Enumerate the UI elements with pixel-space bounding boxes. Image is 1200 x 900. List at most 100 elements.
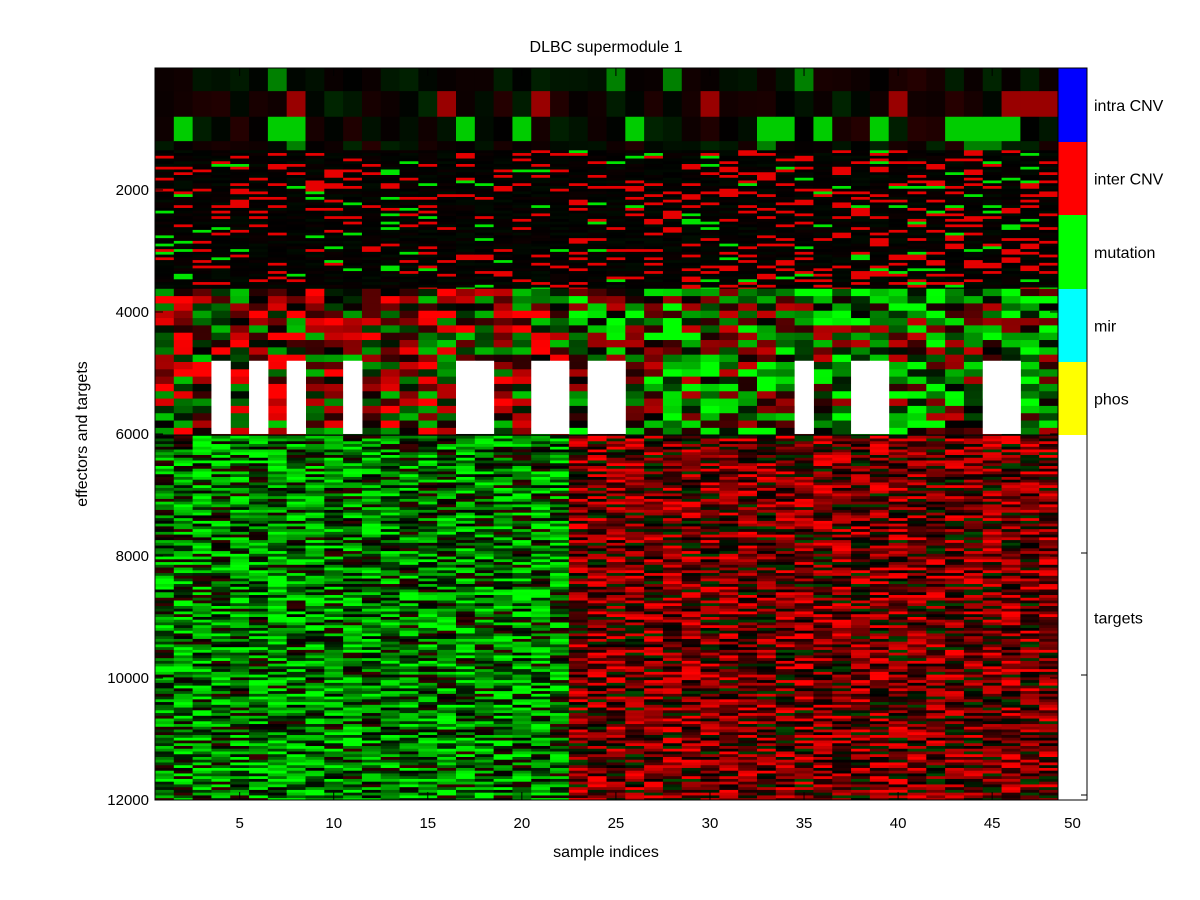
heatmap-cell	[249, 227, 269, 231]
heatmap-cell	[738, 271, 758, 275]
heatmap-cell	[851, 172, 871, 176]
heatmap-cell	[343, 479, 363, 483]
heatmap-cell	[926, 238, 946, 242]
heatmap-cell	[456, 279, 476, 283]
heatmap-cell	[230, 444, 250, 448]
heatmap-cell	[926, 243, 946, 247]
heatmap-cell	[399, 310, 419, 319]
heatmap-cell	[832, 376, 852, 385]
heatmap-cell	[625, 180, 645, 184]
heatmap-cell	[305, 509, 325, 513]
heatmap-cell	[305, 787, 325, 791]
heatmap-cell	[757, 273, 777, 277]
heatmap-cell	[700, 318, 720, 326]
heatmap-cell	[700, 205, 720, 209]
heatmap-cell	[267, 641, 288, 645]
heatmap-cell	[945, 282, 965, 286]
heatmap-cell	[456, 310, 476, 319]
heatmap-cell	[474, 180, 495, 184]
heatmap-cell	[173, 754, 194, 758]
heatmap-cell	[211, 205, 231, 209]
heatmap-cell	[230, 570, 250, 574]
heatmap-cell	[173, 504, 194, 508]
heatmap-cell	[813, 310, 833, 319]
heatmap-cell	[587, 164, 607, 168]
heatmap-cell	[267, 630, 288, 634]
heatmap-cell	[286, 260, 306, 264]
heatmap-cell	[286, 520, 306, 524]
heatmap-cell	[493, 221, 513, 225]
heatmap-cell	[982, 310, 1003, 319]
heatmap-cell	[249, 551, 269, 555]
heatmap-cell	[286, 216, 306, 220]
heatmap-cell	[1020, 224, 1040, 228]
heatmap-cell	[851, 273, 871, 277]
heatmap-cell	[155, 562, 175, 566]
heatmap-cell	[418, 251, 438, 255]
heatmap-cell	[606, 68, 626, 92]
heatmap-cell	[305, 534, 325, 538]
heatmap-cell	[1020, 398, 1040, 407]
heatmap-cell	[775, 361, 796, 370]
heatmap-cell	[173, 493, 194, 497]
heatmap-cell	[211, 460, 231, 464]
heatmap-cell	[192, 526, 212, 530]
heatmap-cell	[1001, 196, 1021, 201]
heatmap-cell	[1001, 229, 1021, 233]
heatmap-cell	[211, 636, 231, 640]
heatmap-cell	[775, 249, 796, 253]
heatmap-cell	[719, 196, 739, 201]
heatmap-cell	[681, 383, 702, 392]
heatmap-cell	[719, 340, 739, 348]
heatmap-cell	[155, 625, 175, 629]
heatmap-cell	[230, 633, 250, 637]
heatmap-cell	[286, 737, 306, 741]
heatmap-cell	[926, 284, 946, 288]
heatmap-cell	[568, 268, 589, 272]
heatmap-cell	[550, 260, 570, 264]
heatmap-cell	[851, 177, 871, 181]
heatmap-cell	[343, 249, 363, 253]
heatmap-cell	[550, 141, 570, 151]
heatmap-cell	[155, 606, 175, 610]
heatmap-cell	[493, 420, 513, 429]
heatmap-cell	[1020, 420, 1040, 429]
heatmap-cell	[568, 265, 589, 269]
heatmap-cell	[286, 68, 306, 92]
heatmap-cell	[474, 262, 495, 266]
heatmap-cell	[437, 383, 457, 392]
heatmap-cell	[982, 218, 1003, 222]
heatmap-cell	[192, 699, 212, 703]
heatmap-cell	[700, 150, 720, 154]
heatmap-cell	[343, 227, 363, 231]
heatmap-cell	[192, 682, 212, 686]
heatmap-cell	[963, 240, 984, 244]
heatmap-cell	[963, 369, 984, 378]
heatmap-cell	[982, 303, 1003, 312]
heatmap-cell	[192, 570, 212, 574]
heatmap-cell	[662, 172, 683, 176]
heatmap-cell	[418, 354, 438, 363]
heatmap-cell	[249, 512, 269, 516]
heatmap-cell	[531, 279, 551, 283]
heatmap-cell	[1039, 361, 1059, 370]
heatmap-cell	[249, 765, 269, 769]
heatmap-cell	[361, 288, 382, 297]
heatmap-cell	[888, 199, 908, 203]
heatmap-cell	[267, 691, 288, 695]
heatmap-cell	[493, 279, 513, 283]
heatmap-cell	[192, 164, 212, 168]
heatmap-cell	[888, 221, 908, 225]
heatmap-cell	[625, 268, 645, 272]
heatmap-cell	[907, 251, 927, 255]
heatmap-cell	[587, 183, 607, 187]
heatmap-cell	[982, 325, 1003, 334]
heatmap-cell	[1020, 279, 1040, 283]
heatmap-cell	[681, 68, 702, 92]
heatmap-cell	[324, 413, 344, 422]
heatmap-cell	[926, 191, 946, 195]
heatmap-cell	[794, 257, 814, 261]
heatmap-cell	[361, 180, 382, 184]
heatmap-cell	[493, 257, 513, 261]
heatmap-cell	[418, 191, 438, 195]
